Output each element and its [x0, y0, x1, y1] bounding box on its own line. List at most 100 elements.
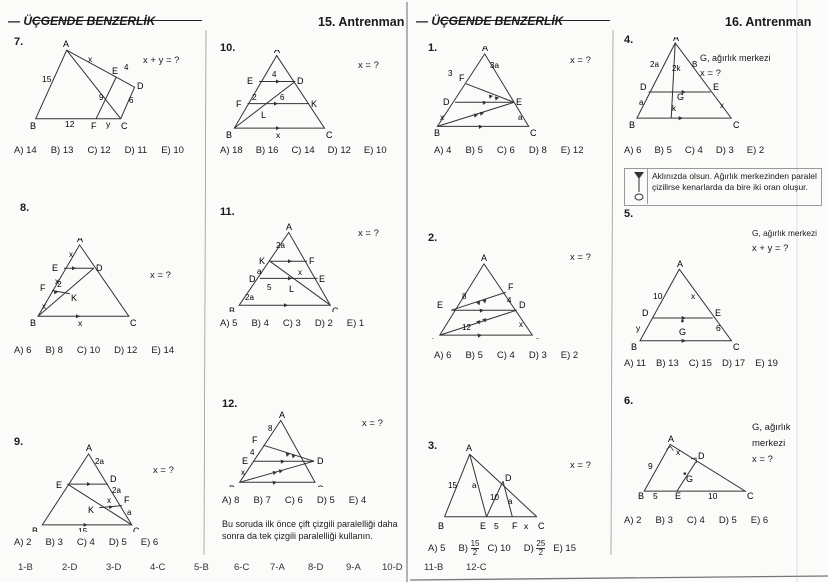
svg-text:G: G [677, 92, 684, 102]
svg-text:K: K [311, 99, 317, 109]
svg-text:5: 5 [494, 521, 499, 531]
svg-text:F: F [124, 495, 130, 505]
svg-text:C: C [326, 130, 333, 140]
svg-text:C: C [747, 491, 754, 499]
svg-text:D: D [519, 300, 526, 310]
svg-text:4: 4 [507, 296, 512, 305]
svg-text:K: K [259, 256, 265, 266]
svg-text:x: x [676, 447, 681, 457]
svg-text:B: B [229, 306, 235, 312]
svg-text:A: A [274, 50, 280, 55]
svg-text:x: x [69, 250, 73, 259]
svg-text:a: a [127, 508, 132, 517]
svg-text:3: 3 [448, 69, 453, 78]
svg-text:D: D [110, 474, 117, 484]
svg-text:E: E [56, 480, 62, 490]
svg-text:5: 5 [653, 491, 658, 499]
svg-text:8: 8 [462, 292, 467, 301]
svg-text:B: B [226, 130, 232, 140]
svg-text:C: C [133, 526, 140, 532]
svg-text:x: x [107, 496, 111, 505]
svg-text:L: L [289, 284, 294, 294]
svg-text:2a: 2a [650, 60, 659, 69]
svg-text:C: C [121, 121, 128, 130]
svg-text:A: A [77, 238, 83, 244]
svg-text:E: E [675, 491, 681, 499]
svg-text:6: 6 [280, 93, 285, 102]
svg-text:D: D [642, 308, 649, 318]
svg-text:F: F [236, 99, 242, 109]
svg-text:x: x [78, 318, 83, 328]
svg-text:9: 9 [648, 461, 653, 471]
svg-text:K: K [71, 293, 77, 303]
svg-text:9: 9 [99, 93, 104, 102]
svg-text:12: 12 [65, 119, 75, 129]
svg-text:E: E [437, 300, 443, 310]
svg-text:x: x [241, 468, 245, 477]
svg-text:D: D [640, 82, 647, 92]
svg-text:a: a [518, 113, 523, 122]
svg-text:12: 12 [462, 323, 471, 332]
svg-text:D: D [443, 97, 450, 107]
svg-text:15: 15 [78, 526, 88, 532]
svg-text:x: x [298, 268, 302, 277]
svg-text:6: 6 [129, 96, 134, 105]
svg-text:B: B [631, 342, 637, 352]
svg-text:E: E [112, 66, 118, 76]
svg-text:E: E [715, 308, 721, 318]
svg-text:B: B [434, 128, 440, 136]
svg-text:B: B [229, 484, 235, 487]
svg-text:F: F [309, 256, 315, 266]
svg-text:C: C [538, 521, 545, 531]
svg-text:5: 5 [267, 283, 272, 292]
svg-text:2a: 2a [245, 293, 254, 302]
svg-text:L: L [261, 110, 266, 120]
svg-text:G: G [686, 474, 693, 484]
svg-text:6: 6 [716, 323, 721, 333]
svg-text:E: E [516, 97, 522, 107]
svg-text:B: B [30, 318, 36, 328]
svg-text:B: B [638, 491, 644, 499]
svg-text:E: E [52, 263, 58, 273]
svg-text:15: 15 [42, 74, 52, 84]
svg-text:C: C [530, 128, 537, 136]
svg-text:A: A [279, 410, 285, 420]
svg-text:8: 8 [268, 424, 273, 433]
svg-text:3a: 3a [490, 61, 499, 70]
svg-text:a: a [472, 481, 477, 490]
svg-text:4: 4 [250, 448, 255, 457]
svg-text:C: C [534, 337, 541, 339]
svg-text:B: B [438, 521, 444, 531]
svg-text:10: 10 [490, 493, 499, 502]
svg-text:K: K [88, 505, 94, 515]
svg-text:E: E [247, 76, 253, 86]
svg-text:D: D [505, 473, 512, 483]
svg-text:C: C [733, 120, 740, 129]
svg-text:A: A [482, 46, 488, 53]
svg-text:B: B [30, 121, 36, 130]
svg-text:x: x [691, 291, 696, 301]
svg-text:2: 2 [252, 92, 257, 102]
svg-text:A: A [677, 259, 683, 269]
svg-text:D: D [96, 263, 103, 273]
svg-text:F: F [459, 73, 465, 83]
svg-text:x: x [440, 113, 444, 122]
svg-text:a: a [257, 267, 262, 276]
svg-text:2a: 2a [276, 241, 285, 250]
svg-text:C: C [733, 342, 740, 352]
svg-text:G: G [679, 327, 686, 337]
svg-text:E: E [242, 456, 248, 466]
svg-text:D: D [317, 456, 324, 466]
svg-text:4: 4 [124, 63, 129, 72]
svg-text:F: F [512, 521, 518, 531]
svg-text:F: F [40, 283, 46, 293]
svg-text:a: a [639, 98, 644, 107]
svg-text:2a: 2a [95, 457, 104, 466]
svg-text:C: C [332, 306, 338, 312]
svg-text:C: C [130, 318, 137, 328]
svg-text:x: x [276, 130, 281, 140]
svg-text:F: F [508, 282, 514, 292]
svg-text:D: D [249, 274, 256, 284]
svg-text:2k: 2k [672, 64, 681, 73]
svg-text:B: B [629, 120, 635, 129]
